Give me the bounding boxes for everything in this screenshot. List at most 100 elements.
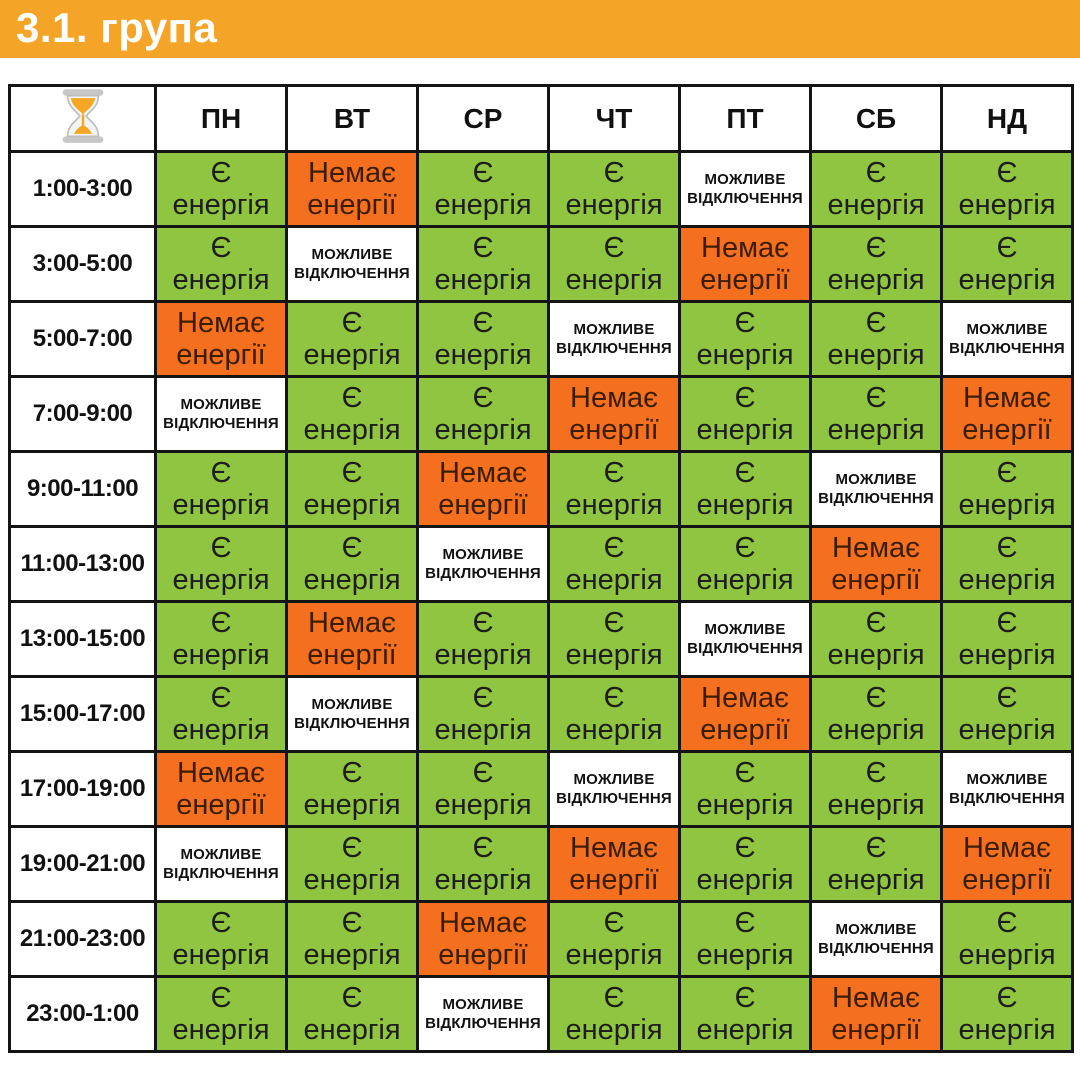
time-cell: 13:00-15:00 — [8, 600, 157, 678]
table-row: 19:00-21:00 МОЖЛИВЕ ВІДКЛЮЧЕННЯ Є енергія Є… — [8, 825, 1074, 903]
cell-on: Є енергія — [809, 225, 943, 303]
cell-on: Є енергія — [154, 675, 288, 753]
cell-on: Є енергія — [678, 375, 812, 453]
cell-off: Немає енергії — [416, 450, 550, 528]
cell-on: Є енергія — [547, 675, 681, 753]
table-row: 11:00-13:00 Є енергія Є енергія МОЖЛИВЕ ВІД… — [8, 525, 1074, 603]
cell-on: Є енергія — [285, 450, 419, 528]
cell-off: Немає енергії — [678, 225, 812, 303]
day-header-ср: СР — [416, 84, 550, 153]
cell-maybe: МОЖЛИВЕ ВІДКЛЮЧЕННЯ — [547, 300, 681, 378]
cell-on: Є енергія — [285, 300, 419, 378]
cell-maybe: МОЖЛИВЕ ВІДКЛЮЧЕННЯ — [416, 975, 550, 1053]
cell-on: Є енергія — [154, 450, 288, 528]
cell-maybe: МОЖЛИВЕ ВІДКЛЮЧЕННЯ — [285, 675, 419, 753]
cell-maybe: МОЖЛИВЕ ВІДКЛЮЧЕННЯ — [940, 750, 1074, 828]
cell-off: Немає енергії — [678, 675, 812, 753]
cell-on: Є енергія — [416, 225, 550, 303]
cell-on: Є енергія — [678, 525, 812, 603]
cell-on: Є енергія — [547, 225, 681, 303]
cell-maybe: МОЖЛИВЕ ВІДКЛЮЧЕННЯ — [809, 900, 943, 978]
cell-off: Немає енергії — [809, 975, 943, 1053]
day-header-нд: НД — [940, 84, 1074, 153]
table-row: 21:00-23:00 Є енергія Є енергія Немає енерг… — [8, 900, 1074, 978]
cell-on: Є енергія — [547, 900, 681, 978]
hourglass-icon — [57, 89, 109, 149]
cell-on: Є енергія — [154, 900, 288, 978]
cell-on: Є енергія — [678, 900, 812, 978]
time-cell: 19:00-21:00 — [8, 825, 157, 903]
time-cell: 11:00-13:00 — [8, 525, 157, 603]
cell-on: Є енергія — [678, 450, 812, 528]
time-cell: 1:00-3:00 — [8, 150, 157, 228]
cell-on: Є енергія — [154, 525, 288, 603]
cell-maybe: МОЖЛИВЕ ВІДКЛЮЧЕННЯ — [678, 150, 812, 228]
cell-on: Є енергія — [940, 675, 1074, 753]
cell-on: Є енергія — [285, 750, 419, 828]
cell-on: Є енергія — [809, 375, 943, 453]
cell-off: Немає енергії — [285, 150, 419, 228]
table-row: 17:00-19:00 Немає енергії Є енергія Є енерг… — [8, 750, 1074, 828]
table-row: 7:00-9:00 МОЖЛИВЕ ВІДКЛЮЧЕННЯ Є енергія Є е… — [8, 375, 1074, 453]
cell-on: Є енергія — [416, 150, 550, 228]
cell-on: Є енергія — [547, 450, 681, 528]
group-banner: 3.1. група — [0, 0, 1080, 58]
cell-off: Немає енергії — [416, 900, 550, 978]
cell-on: Є енергія — [285, 900, 419, 978]
cell-on: Є енергія — [678, 825, 812, 903]
cell-on: Є енергія — [809, 600, 943, 678]
time-cell: 15:00-17:00 — [8, 675, 157, 753]
table-row: 1:00-3:00 Є енергія Немає енергії Є енергія… — [8, 150, 1074, 228]
cell-on: Є енергія — [809, 300, 943, 378]
cell-on: Є енергія — [547, 600, 681, 678]
cell-on: Є енергія — [416, 825, 550, 903]
cell-on: Є енергія — [809, 750, 943, 828]
day-header-пн: ПН — [154, 84, 288, 153]
cell-on: Є енергія — [285, 975, 419, 1053]
day-header-сб: СБ — [809, 84, 943, 153]
cell-on: Є енергія — [678, 300, 812, 378]
cell-on: Є енергія — [547, 525, 681, 603]
cell-on: Є енергія — [547, 975, 681, 1053]
cell-maybe: МОЖЛИВЕ ВІДКЛЮЧЕННЯ — [547, 750, 681, 828]
cell-on: Є енергія — [940, 975, 1074, 1053]
cell-on: Є енергія — [940, 150, 1074, 228]
cell-on: Є енергія — [416, 600, 550, 678]
cell-on: Є енергія — [285, 375, 419, 453]
time-cell: 3:00-5:00 — [8, 225, 157, 303]
cell-on: Є енергія — [154, 225, 288, 303]
cell-off: Немає енергії — [940, 825, 1074, 903]
table-row: 15:00-17:00 Є енергія МОЖЛИВЕ ВІДКЛЮЧЕННЯ Є… — [8, 675, 1074, 753]
cell-on: Є енергія — [940, 525, 1074, 603]
cell-on: Є енергія — [940, 900, 1074, 978]
cell-on: Є енергія — [154, 975, 288, 1053]
cell-maybe: МОЖЛИВЕ ВІДКЛЮЧЕННЯ — [154, 825, 288, 903]
cell-off: Немає енергії — [547, 375, 681, 453]
cell-maybe: МОЖЛИВЕ ВІДКЛЮЧЕННЯ — [678, 600, 812, 678]
cell-on: Є енергія — [416, 300, 550, 378]
table-row: 13:00-15:00 Є енергія Немає енергії Є енерг… — [8, 600, 1074, 678]
cell-on: Є енергія — [940, 450, 1074, 528]
cell-on: Є енергія — [809, 675, 943, 753]
cell-on: Є енергія — [416, 750, 550, 828]
page-title: 3.1. група — [16, 4, 218, 51]
cell-on: Є енергія — [940, 600, 1074, 678]
time-cell: 7:00-9:00 — [8, 375, 157, 453]
cell-on: Є енергія — [285, 525, 419, 603]
cell-off: Немає енергії — [940, 375, 1074, 453]
day-header-пт: ПТ — [678, 84, 812, 153]
time-cell: 9:00-11:00 — [8, 450, 157, 528]
time-cell: 23:00-1:00 — [8, 975, 157, 1053]
cell-maybe: МОЖЛИВЕ ВІДКЛЮЧЕННЯ — [416, 525, 550, 603]
cell-off: Немає енергії — [285, 600, 419, 678]
table-row: 23:00-1:00 Є енергія Є енергія МОЖЛИВЕ ВІДК… — [8, 975, 1074, 1053]
cell-maybe: МОЖЛИВЕ ВІДКЛЮЧЕННЯ — [940, 300, 1074, 378]
table-row: 5:00-7:00 Немає енергії Є енергія Є енергія… — [8, 300, 1074, 378]
cell-on: Є енергія — [154, 600, 288, 678]
table-header-row: ПН ВТ СР ЧТ ПТ СБ НД — [8, 84, 1074, 153]
time-cell: 5:00-7:00 — [8, 300, 157, 378]
table-row: 3:00-5:00 Є енергія МОЖЛИВЕ ВІДКЛЮЧЕННЯ Є е… — [8, 225, 1074, 303]
table-row: 9:00-11:00 Є енергія Є енергія Немає енергі… — [8, 450, 1074, 528]
day-header-чт: ЧТ — [547, 84, 681, 153]
cell-maybe: МОЖЛИВЕ ВІДКЛЮЧЕННЯ — [154, 375, 288, 453]
